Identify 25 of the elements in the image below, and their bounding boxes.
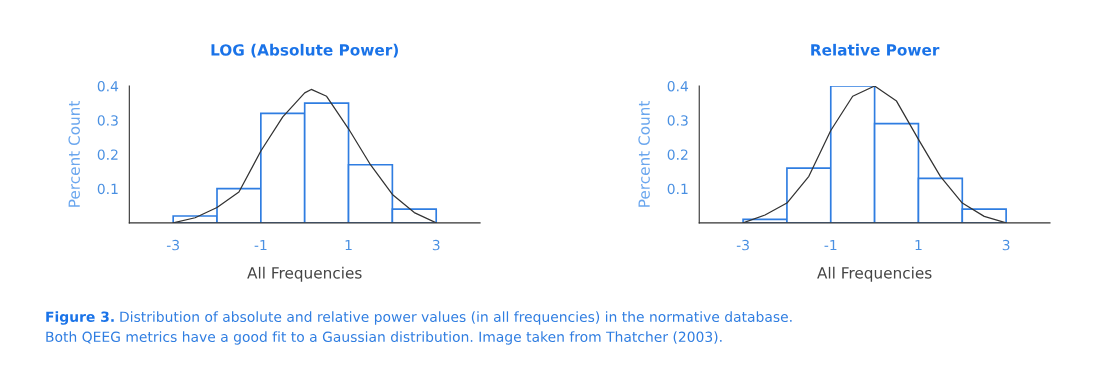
x-tick-label: 3 bbox=[1002, 239, 1010, 251]
y-tick-label: 0.1 bbox=[667, 183, 688, 195]
chart-title: LOG (Absolute Power) bbox=[211, 43, 398, 58]
x-tick-label: 1 bbox=[915, 239, 922, 251]
x-axis-title: All Frequencies bbox=[247, 266, 362, 282]
chart-title: Relative Power bbox=[811, 43, 940, 56]
y-axis-title: Percent Count bbox=[638, 100, 650, 207]
y-tick-label: 0.1 bbox=[97, 183, 118, 195]
y-tick-label: 0.4 bbox=[97, 80, 119, 92]
text: Distribution of absolute and relative power values (in all frequencies) in the normative database. bbox=[120, 311, 792, 325]
x-tick-label: 1 bbox=[345, 239, 352, 251]
text: Both QEEG metrics have a good fit to a Gaussian distribution. Image taken from Thatcher (2003). bbox=[46, 331, 722, 345]
x-tick-label: -1 bbox=[824, 239, 837, 251]
caption: Figure 3. bbox=[46, 311, 114, 325]
y-tick-label: 0.2 bbox=[97, 149, 118, 160]
y-tick-label: 0.4 bbox=[667, 80, 689, 92]
x-tick-label: -3 bbox=[166, 239, 179, 251]
x-axis-title: All Frequencies bbox=[817, 266, 932, 282]
y-tick-label: 0.3 bbox=[667, 115, 688, 126]
x-tick-label: -3 bbox=[736, 239, 749, 251]
x-tick-label: 3 bbox=[432, 239, 440, 251]
y-tick-label: 0.2 bbox=[667, 149, 688, 160]
y-axis-title: Percent Count bbox=[68, 100, 80, 207]
x-tick-label: -1 bbox=[254, 239, 267, 251]
y-tick-label: 0.3 bbox=[97, 115, 118, 126]
